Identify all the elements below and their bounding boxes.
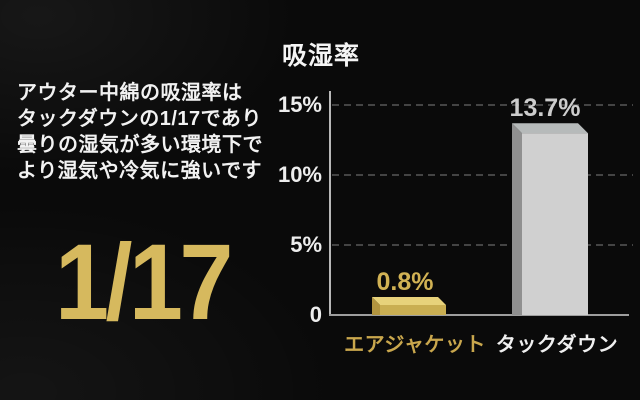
category-label: エアジャケット <box>344 334 486 356</box>
y-axis-tick-label: 0 <box>309 302 322 327</box>
y-axis-tick-label: 15% <box>277 92 322 117</box>
y-axis-tick-label: 10% <box>277 162 322 187</box>
bar-top-face <box>372 297 446 305</box>
description-line: アウター中綿の吸湿率は <box>17 82 243 104</box>
y-axis-tick-label: 5% <box>290 232 322 257</box>
ratio-highlight: 1/17 <box>55 221 233 342</box>
bar-value-label: 13.7% <box>509 94 581 123</box>
description-line: 曇りの湿気が多い環境下で <box>17 134 263 156</box>
bar-side-face <box>512 123 522 315</box>
bar-top-face <box>512 123 588 134</box>
bar-value-label: 0.8% <box>376 268 434 296</box>
description-line: タックダウンの1/17であり <box>17 108 262 130</box>
description-text: アウター中綿の吸湿率は タックダウンの1/17であり 曇りの湿気が多い環境下で … <box>17 80 287 184</box>
bar-front-face <box>380 305 446 315</box>
bar-front-face <box>522 133 588 315</box>
description-line: より湿気や冷気に強いです <box>17 160 262 182</box>
bar-side-face <box>372 297 380 315</box>
chart-title: 吸湿率 <box>282 42 361 70</box>
category-label: タックダウン <box>495 334 619 356</box>
